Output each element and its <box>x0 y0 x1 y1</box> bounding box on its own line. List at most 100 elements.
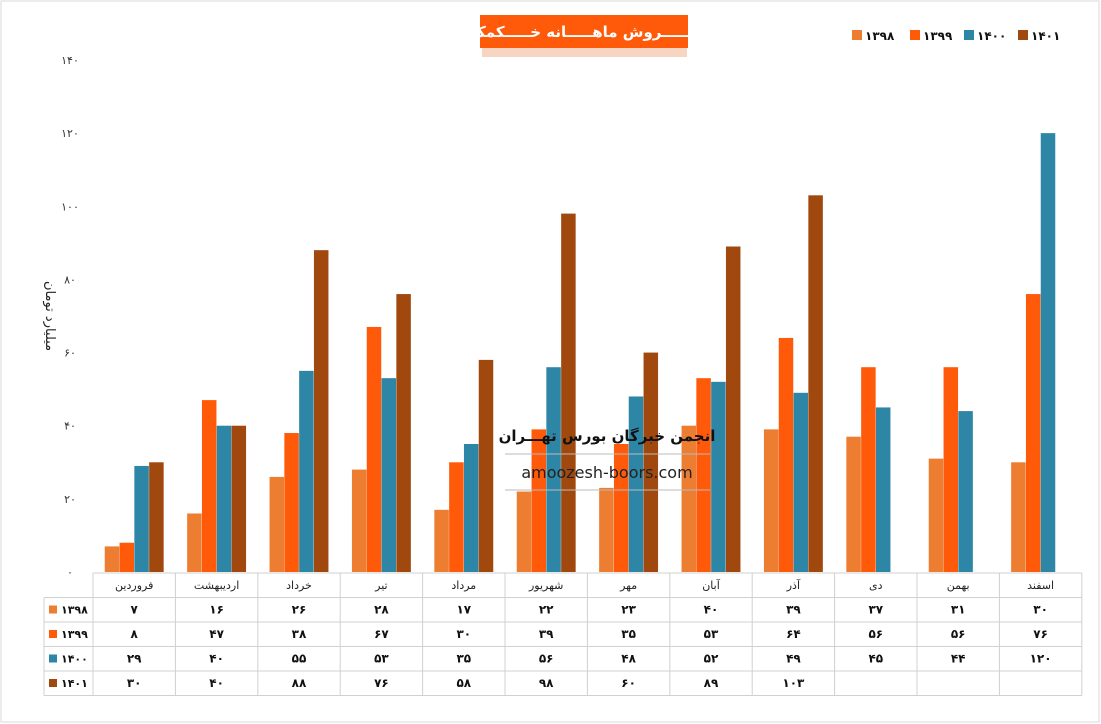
bar <box>149 462 164 572</box>
data-label: ۲۳ <box>621 603 636 617</box>
data-label: ۱۲۰ <box>1030 652 1052 666</box>
data-label: ۳۱ <box>951 603 966 617</box>
bar <box>449 462 464 572</box>
y-tick-label: ۴۰ <box>64 420 76 433</box>
x-tick-label: دی <box>869 579 883 592</box>
x-tick-label: خرداد <box>286 579 312 592</box>
bar <box>846 436 861 572</box>
data-label: ۴۹ <box>786 652 801 666</box>
bar <box>284 433 299 572</box>
x-tick-label: آذر <box>786 578 801 592</box>
bar <box>793 392 809 572</box>
data-label: ۴۵ <box>868 652 883 666</box>
data-label: ۵۳ <box>704 627 719 641</box>
data-label: ۵۲ <box>704 652 719 666</box>
data-label: ۶۰ <box>621 676 636 690</box>
data-label: ۶۴ <box>786 627 801 641</box>
data-label: ۴۰ <box>209 676 224 690</box>
table-series-name: ۱۴۰۰ <box>61 653 88 666</box>
y-tick-label: ۶۰ <box>64 347 76 360</box>
x-tick-label: مهر <box>619 579 637 592</box>
bar <box>299 370 314 572</box>
table-legend-swatch <box>49 630 57 638</box>
data-label: ۴۰ <box>704 603 719 617</box>
data-label: ۴۷ <box>209 627 224 641</box>
bar <box>763 429 779 572</box>
bar <box>516 491 532 572</box>
table-legend-swatch <box>49 679 57 687</box>
legend-swatch <box>1018 30 1028 40</box>
watermark-url: amoozesh-boors.com <box>521 463 692 482</box>
data-label: ۳۹ <box>786 603 801 617</box>
bar <box>696 378 711 572</box>
data-label: ۴۰ <box>209 652 224 666</box>
bar <box>808 195 823 572</box>
bar <box>561 213 576 572</box>
data-label: ۸ <box>131 627 139 641</box>
data-label: ۲۹ <box>127 652 142 666</box>
data-label: ۱۰۳ <box>782 676 805 690</box>
data-label: ۱۷ <box>456 603 471 617</box>
data-label: ۴۸ <box>621 652 636 666</box>
bar <box>1040 133 1056 572</box>
data-label: ۵۶ <box>951 627 966 641</box>
x-tick-label: تیر <box>374 579 387 592</box>
y-tick-label: ۸۰ <box>64 273 76 286</box>
bar <box>313 250 329 573</box>
data-label: ۸۹ <box>704 676 719 690</box>
data-label: ۴۴ <box>951 652 966 666</box>
bar <box>201 400 217 572</box>
x-tick-label: اردیبهشت <box>194 579 239 592</box>
data-label: ۶۷ <box>374 627 389 641</box>
bar <box>434 509 449 572</box>
data-label: ۵۳ <box>374 652 389 666</box>
data-label: ۳۵ <box>456 652 471 666</box>
y-tick-label: ۱۴۰ <box>61 54 79 67</box>
table-legend-swatch <box>49 654 57 663</box>
bar <box>231 425 247 572</box>
watermark-name: انجمن خبرگان بورس تهـــران <box>499 427 716 445</box>
bar <box>861 367 876 572</box>
data-label: ۲۶ <box>292 603 307 617</box>
legend: ۱۳۹۸ ۱۳۹۹ ۱۴۰۰ ۱۴۰۱ <box>852 29 1060 43</box>
bar <box>187 513 202 572</box>
data-label: ۳۰ <box>1033 603 1048 617</box>
bar <box>531 429 547 572</box>
x-tick-label: شهریور <box>528 579 563 592</box>
bar <box>1011 462 1026 572</box>
table-series-name: ۱۳۹۸ <box>61 604 88 617</box>
data-label: ۵۶ <box>868 627 883 641</box>
bar <box>643 352 659 572</box>
bar <box>546 367 561 572</box>
data-label: ۳۵ <box>621 627 636 641</box>
y-tick-label: ۱۰۰ <box>61 200 79 213</box>
y-axis-label: میلیارد تومان <box>42 281 57 351</box>
y-tick-label: ۲۰ <box>64 493 76 506</box>
y-tick-label: ۱۲۰ <box>61 127 79 140</box>
bar <box>366 326 382 572</box>
data-label: ۵۶ <box>539 652 554 666</box>
data-label: ۷ <box>131 603 139 617</box>
bar <box>725 246 741 572</box>
bar <box>216 425 232 572</box>
legend-label: ۱۴۰۱ <box>1031 29 1060 43</box>
bar <box>463 444 479 572</box>
data-label: ۲۸ <box>374 603 389 617</box>
data-label: ۹۸ <box>539 676 554 690</box>
x-tick-label: فروردین <box>115 579 153 592</box>
data-label: ۲۲ <box>539 603 554 617</box>
bar <box>1025 294 1041 572</box>
watermark: انجمن خبرگان بورس تهـــران amoozesh-boor… <box>499 427 716 491</box>
legend-swatch <box>910 30 920 40</box>
table-series-name: ۱۴۰۱ <box>61 677 88 690</box>
data-label: ۸۸ <box>292 676 307 690</box>
bar <box>396 294 411 572</box>
bar <box>681 425 697 572</box>
bar <box>599 487 614 572</box>
chart-title: فـــــروش ماهـــــانه خـــــکمک <box>470 23 697 41</box>
bar <box>711 381 726 572</box>
data-label: ۷۶ <box>1033 627 1048 641</box>
legend-swatch <box>852 30 862 40</box>
